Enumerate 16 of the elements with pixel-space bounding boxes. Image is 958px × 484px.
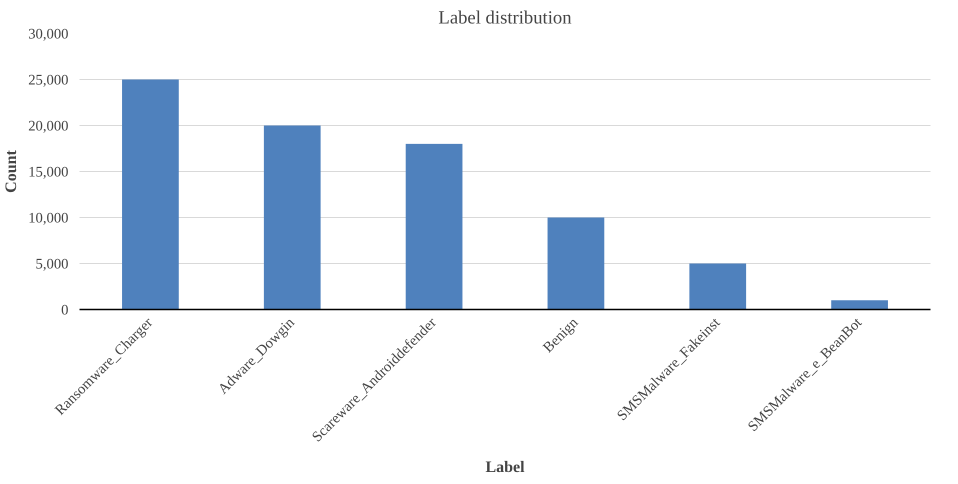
bar [264,126,321,310]
bar [406,144,462,310]
bar [122,80,179,310]
bar [689,264,746,310]
y-tick-label: 10,000 [28,210,69,226]
x-axis-title: Label [485,458,526,476]
y-tick-label: 30,000 [28,26,69,42]
y-tick-label: 20,000 [28,118,69,134]
y-tick-label: 25,000 [28,72,69,88]
y-tick-label: 5,000 [36,256,69,272]
bar [831,300,888,310]
y-tick-label: 0 [61,302,68,318]
y-axis-title: Count [3,149,20,193]
y-tick-label: 15,000 [28,164,69,180]
bar [548,218,604,310]
chart-title: Label distribution [438,8,572,28]
